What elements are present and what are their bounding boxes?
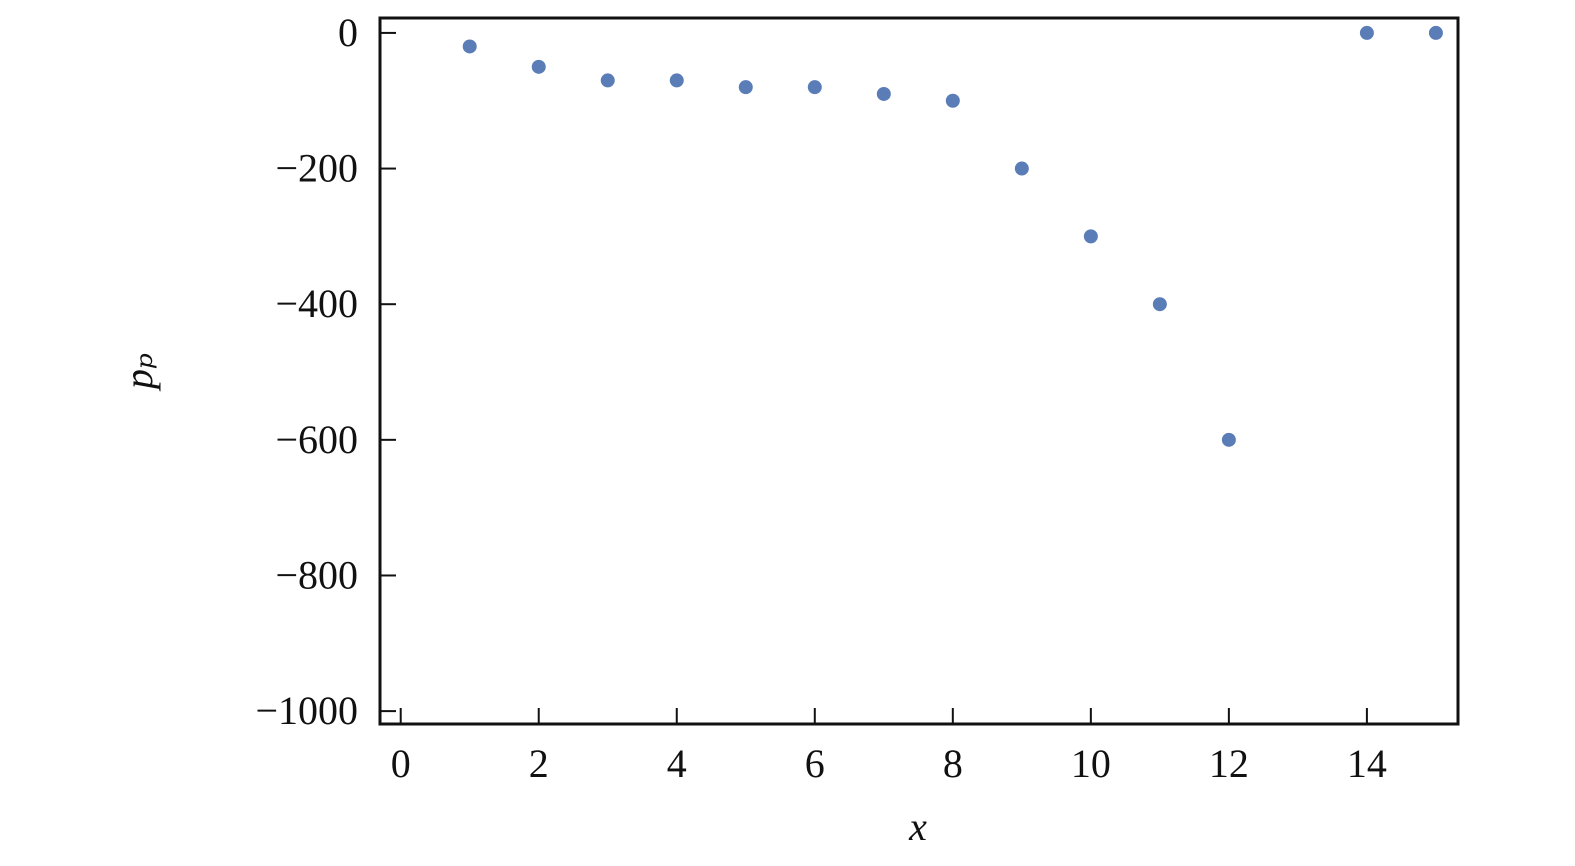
y-tick-label: −800 (275, 552, 358, 597)
x-tick-label: 14 (1347, 741, 1387, 786)
x-tick-label: 8 (943, 741, 963, 786)
y-tick-label: −1000 (255, 688, 358, 733)
point (1014, 161, 1029, 176)
x-tick-label: 4 (667, 741, 687, 786)
point (945, 93, 960, 108)
point (807, 80, 822, 95)
point (738, 80, 753, 95)
point (1083, 229, 1098, 244)
y-axis-label: pₚ (116, 353, 161, 392)
x-tick-label: 0 (391, 741, 411, 786)
point (1152, 297, 1167, 312)
point (531, 59, 546, 74)
y-tick-label: −400 (275, 281, 358, 326)
point (600, 73, 615, 88)
x-axis-label: x (908, 804, 927, 849)
point (876, 86, 891, 101)
y-tick-label: −200 (275, 146, 358, 191)
x-tick-label: 2 (529, 741, 549, 786)
x-tick-label: 6 (805, 741, 825, 786)
point (462, 39, 477, 54)
x-tick-label: 10 (1071, 741, 1111, 786)
y-tick-label: 0 (338, 10, 358, 55)
point (669, 73, 684, 88)
x-tick-label: 12 (1209, 741, 1249, 786)
y-tick-label: −600 (275, 417, 358, 462)
point (1221, 432, 1236, 447)
point (1428, 25, 1443, 40)
plot-frame (378, 16, 1460, 726)
point (1359, 25, 1374, 40)
